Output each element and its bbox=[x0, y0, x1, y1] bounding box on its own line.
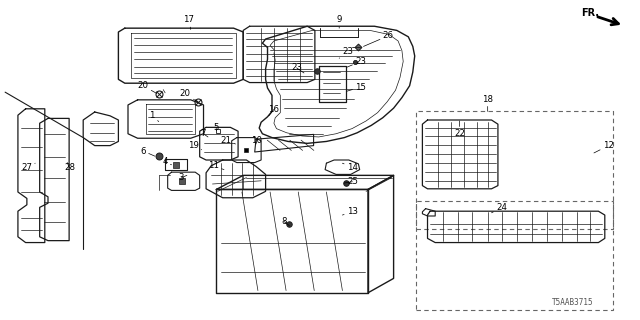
Text: 26: 26 bbox=[364, 31, 394, 46]
Text: 10: 10 bbox=[251, 136, 262, 145]
Text: 9: 9 bbox=[337, 15, 342, 28]
Text: 12: 12 bbox=[594, 141, 614, 153]
Text: 13: 13 bbox=[342, 207, 358, 216]
Text: 4: 4 bbox=[162, 157, 172, 166]
Text: 27: 27 bbox=[21, 163, 35, 172]
Text: 23: 23 bbox=[347, 57, 366, 67]
Text: 22: 22 bbox=[454, 121, 465, 138]
Text: T5AAB3715: T5AAB3715 bbox=[552, 298, 594, 307]
Text: 11: 11 bbox=[208, 161, 224, 170]
Text: 28: 28 bbox=[64, 163, 75, 172]
Text: 20: 20 bbox=[180, 89, 197, 102]
Text: 7: 7 bbox=[200, 129, 208, 138]
Text: 23: 23 bbox=[291, 63, 304, 73]
Text: 16: 16 bbox=[268, 105, 280, 116]
Text: 23: 23 bbox=[339, 47, 353, 58]
Text: 24: 24 bbox=[492, 204, 507, 213]
Bar bbox=[416, 201, 613, 310]
Text: FR.: FR. bbox=[581, 8, 599, 18]
Text: 5: 5 bbox=[213, 123, 219, 132]
Text: 8: 8 bbox=[281, 217, 289, 226]
Bar bbox=[416, 111, 613, 229]
Text: 25: 25 bbox=[344, 177, 358, 186]
Text: 1: 1 bbox=[149, 111, 159, 122]
Text: 21: 21 bbox=[221, 136, 236, 145]
Text: 18: 18 bbox=[482, 95, 493, 111]
Text: 6: 6 bbox=[140, 147, 155, 156]
Text: 15: 15 bbox=[347, 83, 366, 92]
Text: 20: 20 bbox=[138, 81, 157, 93]
Text: 14: 14 bbox=[342, 163, 358, 172]
Text: 17: 17 bbox=[183, 15, 195, 29]
Text: 3: 3 bbox=[179, 173, 187, 182]
Text: 19: 19 bbox=[188, 141, 202, 150]
